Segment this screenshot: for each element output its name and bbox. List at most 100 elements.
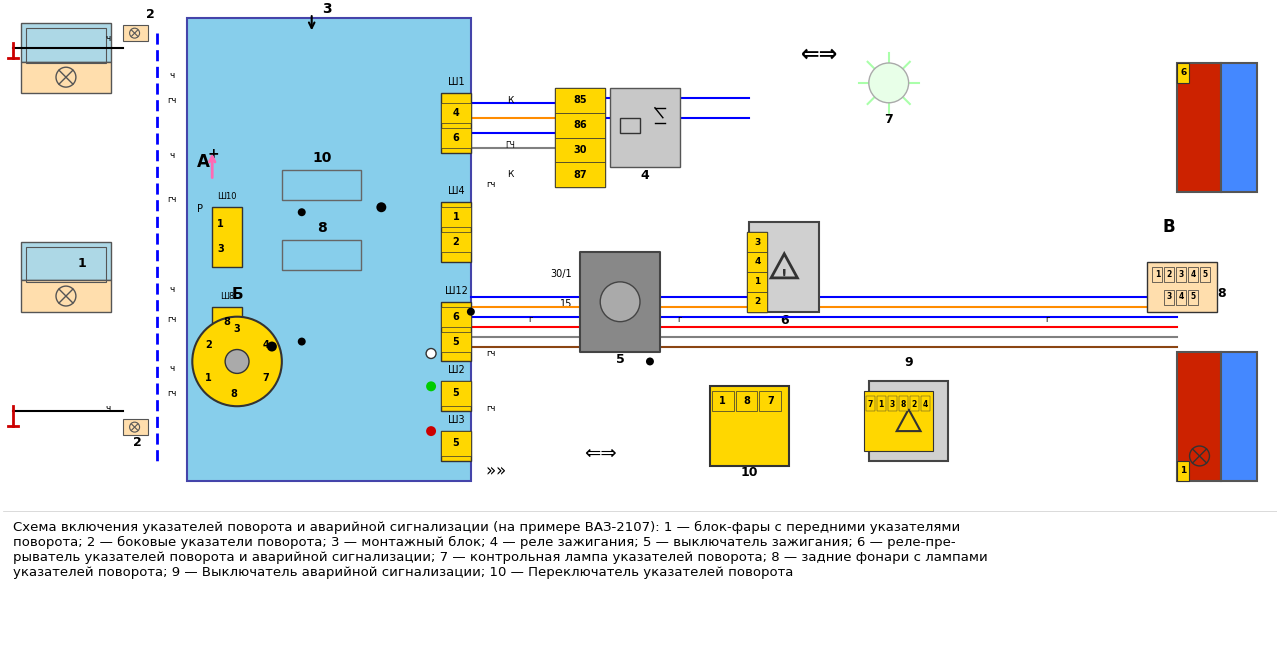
Text: гч: гч: [486, 181, 495, 190]
Bar: [556, 88, 605, 113]
Bar: [442, 381, 471, 412]
Bar: [282, 240, 361, 270]
Text: ч: ч: [170, 150, 175, 159]
Text: 6: 6: [1180, 68, 1187, 77]
Text: 87: 87: [573, 170, 588, 180]
Bar: [910, 396, 919, 412]
Text: 8: 8: [224, 317, 230, 326]
Text: гч: гч: [168, 315, 177, 324]
Text: 8: 8: [742, 396, 750, 406]
Text: !: !: [781, 268, 787, 282]
Circle shape: [192, 317, 282, 406]
Bar: [888, 396, 897, 412]
Bar: [1178, 63, 1189, 83]
Bar: [123, 419, 147, 435]
Text: 2: 2: [911, 400, 916, 409]
Bar: [1188, 267, 1198, 282]
Bar: [748, 232, 767, 252]
Text: ч: ч: [170, 71, 175, 80]
Text: »: »: [485, 462, 495, 480]
Bar: [580, 252, 660, 352]
Bar: [920, 396, 929, 412]
Text: Ш2: Ш2: [448, 366, 465, 375]
Text: 5: 5: [453, 438, 460, 448]
Text: 3: 3: [1179, 270, 1184, 279]
Bar: [282, 170, 361, 201]
Text: гч: гч: [486, 350, 495, 359]
Bar: [442, 128, 471, 148]
Text: 2: 2: [146, 8, 155, 21]
Text: ⇐⇒: ⇐⇒: [584, 444, 617, 463]
Bar: [877, 396, 886, 412]
Text: 3: 3: [218, 244, 224, 254]
Circle shape: [298, 208, 306, 216]
Bar: [442, 207, 471, 227]
Circle shape: [298, 337, 306, 346]
Text: 3: 3: [321, 2, 332, 16]
Bar: [556, 113, 605, 137]
Text: В: В: [1162, 218, 1175, 236]
Text: 4: 4: [262, 340, 269, 350]
Circle shape: [376, 203, 387, 212]
Bar: [442, 381, 471, 406]
Text: 2: 2: [205, 340, 212, 350]
Bar: [1188, 290, 1198, 304]
Bar: [442, 431, 471, 456]
Circle shape: [467, 308, 475, 315]
Text: 1: 1: [453, 212, 460, 222]
Bar: [556, 163, 605, 187]
Circle shape: [646, 357, 654, 366]
Text: г: г: [529, 315, 532, 324]
Bar: [26, 28, 106, 63]
Bar: [1176, 290, 1187, 304]
Text: 4: 4: [923, 400, 928, 409]
Bar: [865, 396, 874, 412]
Text: 85: 85: [573, 95, 588, 105]
Text: Ш1: Ш1: [448, 77, 465, 87]
Bar: [1178, 461, 1189, 481]
Bar: [22, 242, 111, 281]
Circle shape: [426, 426, 436, 436]
Text: 10: 10: [312, 152, 332, 166]
Text: 3: 3: [234, 324, 241, 333]
Bar: [22, 61, 111, 93]
Text: 2: 2: [1166, 270, 1172, 279]
Text: 3: 3: [890, 400, 895, 409]
Text: 4: 4: [1179, 292, 1184, 301]
Text: 4: 4: [453, 108, 460, 118]
Text: 5: 5: [453, 388, 460, 399]
Text: 1: 1: [719, 396, 726, 406]
Text: 3: 3: [1166, 292, 1172, 301]
Text: 6: 6: [453, 312, 460, 322]
Bar: [759, 392, 781, 412]
Bar: [1176, 267, 1187, 282]
Bar: [709, 386, 790, 466]
Text: 10: 10: [741, 466, 758, 479]
Text: 7: 7: [767, 396, 773, 406]
Text: «: «: [232, 328, 242, 346]
Text: 1: 1: [1180, 466, 1187, 475]
Circle shape: [268, 342, 276, 352]
Text: 5: 5: [616, 353, 625, 366]
Text: Ш10: Ш10: [218, 192, 237, 201]
Bar: [26, 247, 106, 282]
Text: Р: Р: [197, 204, 204, 214]
Bar: [1201, 267, 1210, 282]
Text: 8: 8: [230, 389, 238, 399]
Circle shape: [225, 350, 250, 373]
Text: ч: ч: [170, 285, 175, 294]
Circle shape: [869, 63, 909, 103]
Bar: [1178, 352, 1221, 481]
Text: 4: 4: [1190, 270, 1196, 279]
Circle shape: [426, 381, 436, 392]
Bar: [123, 25, 147, 41]
Bar: [556, 137, 605, 163]
Bar: [748, 232, 767, 312]
Bar: [442, 103, 471, 123]
Text: г: г: [677, 315, 682, 324]
Text: 2: 2: [453, 237, 460, 247]
Text: 8: 8: [1217, 287, 1226, 300]
Bar: [620, 117, 640, 133]
Text: гч: гч: [168, 390, 177, 398]
Bar: [1178, 63, 1221, 192]
